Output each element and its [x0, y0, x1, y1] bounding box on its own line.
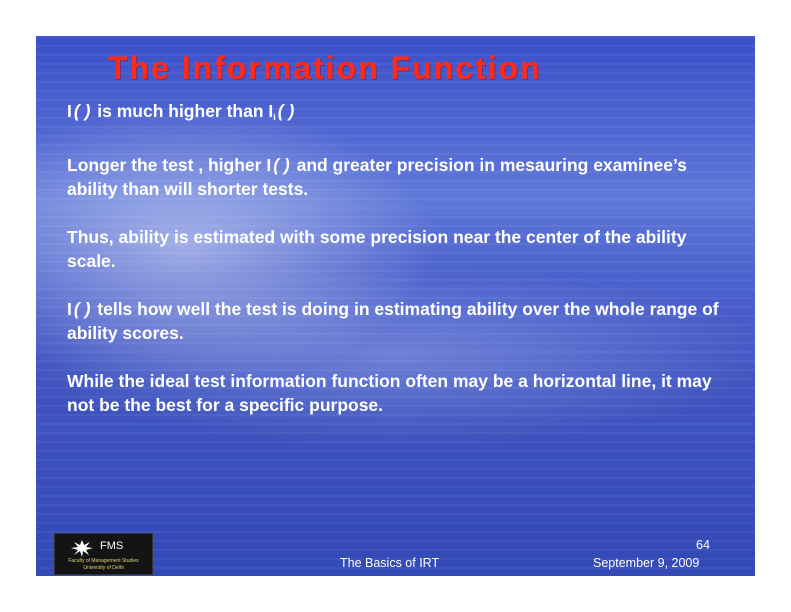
- fms-logo: FMS Faculty of Management Studies Univer…: [54, 533, 153, 575]
- logo-faculty: Faculty of Management Studies: [68, 558, 139, 564]
- p2-rest: and greater precision in mesauring exami…: [67, 155, 687, 199]
- paragraph-1: I( ) is much higher than Ii( ): [67, 99, 737, 129]
- logo-brand: FMS: [100, 540, 124, 552]
- p1-middle: is much higher than I: [92, 101, 274, 121]
- paragraph-2: Longer the test , higher I( ) and greate…: [67, 153, 737, 201]
- p1-theta-placeholder: ( ): [73, 101, 91, 121]
- p1-prefix: I: [67, 101, 72, 121]
- fms-emblem-icon: [71, 540, 93, 557]
- footer-title: The Basics of IRT: [340, 556, 440, 570]
- p1-subscript: i: [273, 112, 276, 122]
- paragraph-3: Thus, ability is estimated with some pre…: [67, 227, 687, 271]
- slide-body: I( ) is much higher than Ii( ) Longer th…: [67, 99, 737, 441]
- p4-theta-placeholder: ( ): [73, 299, 91, 319]
- page-number: 64: [696, 538, 710, 552]
- p1-theta-placeholder-2: ( ): [277, 101, 295, 121]
- p2-prefix: Longer the test , higher I: [67, 155, 272, 175]
- logo-university: University of Delhi: [83, 565, 124, 571]
- p2-theta-placeholder: ( ): [273, 155, 290, 175]
- slide: The Information Function I( ) is much hi…: [36, 36, 755, 576]
- slide-title: The Information Function: [108, 50, 542, 86]
- footer-date: September 9, 2009: [593, 556, 700, 570]
- p4-rest: tells how well the test is doing in esti…: [67, 299, 719, 343]
- p4-prefix: I: [67, 299, 72, 319]
- paragraph-4: I( ) tells how well the test is doing in…: [67, 297, 737, 345]
- paragraph-5: While the ideal test information functio…: [67, 371, 712, 415]
